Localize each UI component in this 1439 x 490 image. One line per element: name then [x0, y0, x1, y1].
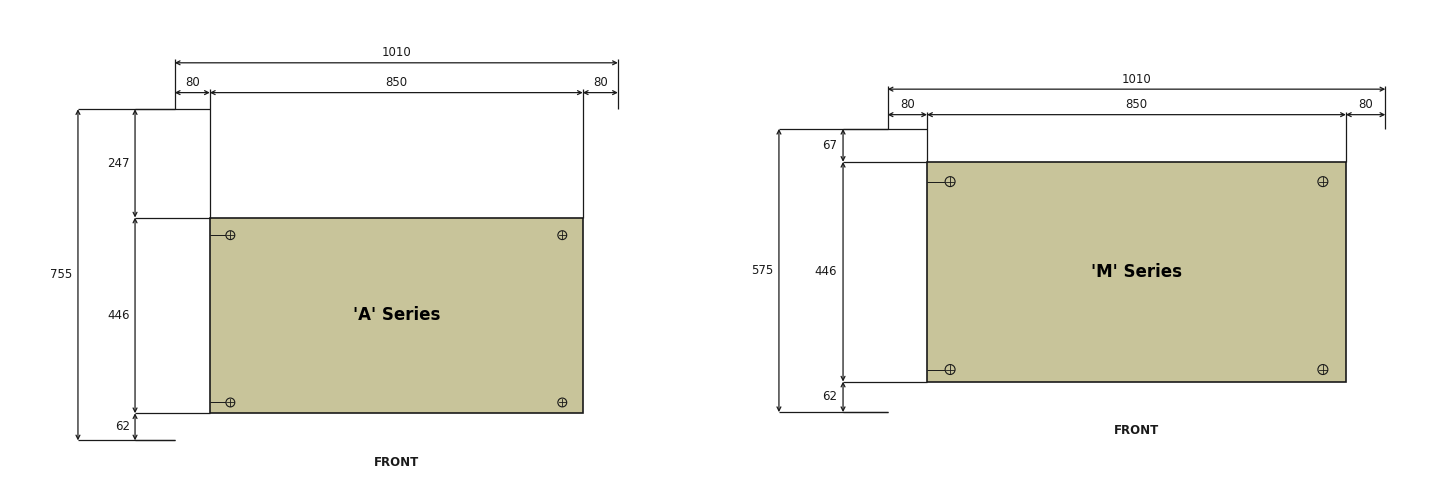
- Text: 850: 850: [386, 75, 407, 89]
- Text: 62: 62: [822, 391, 837, 403]
- Text: 'A' Series: 'A' Series: [353, 306, 440, 324]
- Text: 80: 80: [1358, 98, 1373, 111]
- Text: 446: 446: [814, 265, 837, 278]
- Text: 247: 247: [108, 157, 130, 170]
- Bar: [210, 218, 583, 413]
- Text: 755: 755: [50, 269, 72, 281]
- Bar: [927, 162, 1345, 382]
- Text: FRONT: FRONT: [374, 456, 419, 469]
- Text: 1010: 1010: [381, 46, 412, 59]
- Text: 850: 850: [1125, 98, 1147, 111]
- Text: 1010: 1010: [1121, 73, 1151, 86]
- Text: 'M' Series: 'M' Series: [1091, 263, 1181, 281]
- Text: 62: 62: [115, 420, 130, 433]
- Text: 67: 67: [822, 139, 837, 152]
- Text: 446: 446: [108, 309, 130, 322]
- Text: 80: 80: [899, 98, 915, 111]
- Text: 575: 575: [751, 264, 773, 277]
- Text: 80: 80: [593, 75, 607, 89]
- Text: 80: 80: [186, 75, 200, 89]
- Text: FRONT: FRONT: [1114, 424, 1158, 438]
